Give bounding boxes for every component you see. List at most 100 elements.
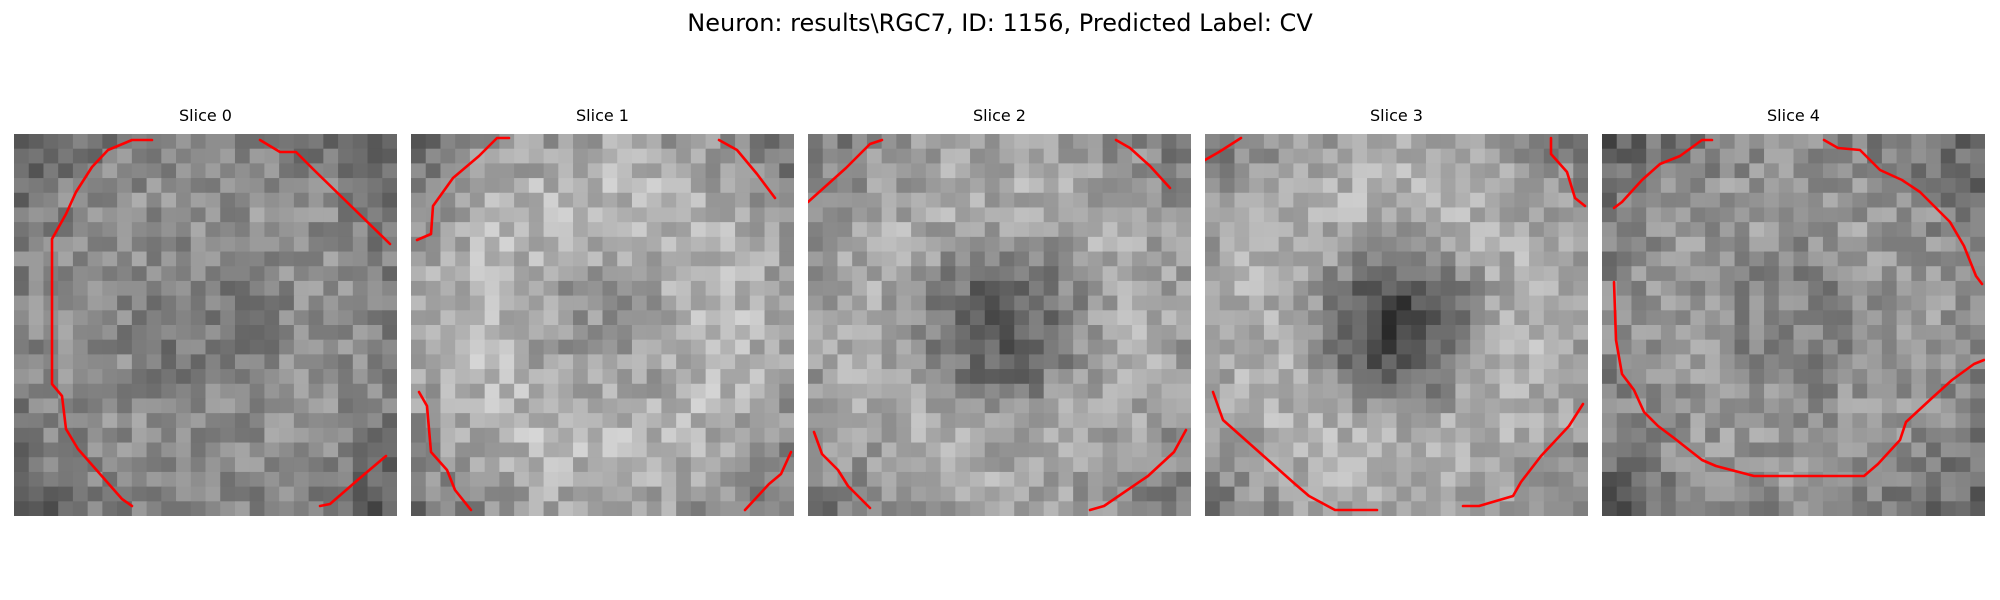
pixel: [234, 501, 251, 516]
pixel: [382, 486, 397, 502]
pixel: [1660, 354, 1677, 370]
pixel: [1514, 413, 1530, 429]
pixel: [1514, 251, 1530, 267]
pixel: [866, 310, 883, 326]
pixel: [1970, 339, 1985, 355]
pixel: [1455, 134, 1471, 150]
pixel: [1440, 325, 1457, 341]
pixel: [117, 222, 133, 238]
pixel: [293, 354, 310, 370]
pixel: [205, 471, 221, 488]
pixel: [1631, 266, 1647, 282]
pixel: [1778, 236, 1795, 253]
pixel: [1337, 236, 1353, 253]
pixel: [1367, 310, 1383, 326]
pixel: [1705, 295, 1721, 311]
pixel: [764, 280, 780, 297]
pixel: [1558, 383, 1574, 400]
pixel: [866, 163, 883, 179]
pixel: [1970, 236, 1985, 253]
pixel: [617, 192, 633, 209]
pixel: [279, 163, 295, 179]
pixel: [822, 192, 839, 209]
pixel: [1411, 192, 1427, 209]
pixel: [911, 222, 927, 238]
pixel: [735, 427, 751, 444]
pixel: [1484, 192, 1501, 209]
pixel: [852, 192, 868, 209]
pixel: [764, 236, 780, 253]
pixel: [573, 310, 589, 326]
pixel: [720, 207, 736, 223]
pixel: [14, 413, 30, 429]
pixel: [764, 413, 780, 429]
pixel: [1881, 251, 1898, 267]
pixel: [705, 339, 721, 355]
pixel: [1073, 383, 1089, 400]
pixel: [881, 501, 897, 516]
pixel: [999, 427, 1015, 444]
pixel: [220, 369, 236, 385]
pixel: [58, 442, 74, 458]
pixel: [455, 442, 471, 458]
pixel: [1499, 383, 1515, 400]
pixel: [484, 266, 500, 282]
pixel: [543, 192, 559, 209]
pixel: [1278, 266, 1294, 282]
pixel: [1734, 339, 1750, 355]
pixel: [484, 457, 500, 473]
pixel: [1734, 442, 1750, 458]
pixel: [1205, 192, 1221, 209]
pixel: [1161, 339, 1177, 355]
pixel: [1014, 163, 1030, 179]
pixel: [514, 134, 530, 150]
pixel: [1881, 398, 1898, 414]
pixel: [131, 457, 148, 473]
pixel: [631, 134, 648, 150]
pixel: [1808, 251, 1824, 267]
pixel: [1778, 178, 1795, 194]
pixel: [1881, 339, 1898, 355]
pixel: [264, 398, 280, 414]
pixel: [1176, 134, 1191, 150]
pixel: [1278, 192, 1294, 209]
pixel: [1499, 192, 1515, 209]
pixel: [1102, 325, 1118, 341]
pixel: [1308, 236, 1324, 253]
pixel: [1573, 457, 1588, 473]
pixel: [1558, 501, 1574, 516]
pixel: [970, 369, 986, 385]
pixel: [161, 457, 177, 473]
pixel: [573, 325, 589, 341]
pixel: [1646, 457, 1662, 473]
pixel: [573, 236, 589, 253]
pixel: [1543, 222, 1560, 238]
pixel: [1263, 369, 1280, 385]
pixel: [1470, 222, 1486, 238]
pixel: [1043, 501, 1060, 516]
pixel: [1484, 442, 1501, 458]
contour-line: [258, 138, 392, 246]
pixel: [1616, 486, 1633, 502]
pixel: [308, 325, 324, 341]
pixel: [1263, 471, 1280, 488]
pixel: [1837, 310, 1854, 326]
pixel: [1514, 427, 1530, 444]
pixel: [999, 207, 1015, 223]
pixel: [72, 427, 89, 444]
pixel: [940, 134, 956, 150]
pixel: [661, 236, 677, 253]
pixel: [1249, 369, 1265, 385]
pixel: [602, 486, 618, 502]
pixel: [1573, 163, 1588, 179]
pixel: [58, 325, 74, 341]
pixel: [1028, 295, 1045, 311]
pixel: [1881, 325, 1898, 341]
pixel: [1911, 398, 1927, 414]
pixel: [499, 236, 515, 253]
pixel: [1675, 427, 1691, 444]
pixel: [1102, 413, 1118, 429]
pixel: [881, 192, 897, 209]
pixel: [1470, 486, 1486, 502]
pixel: [573, 369, 589, 385]
